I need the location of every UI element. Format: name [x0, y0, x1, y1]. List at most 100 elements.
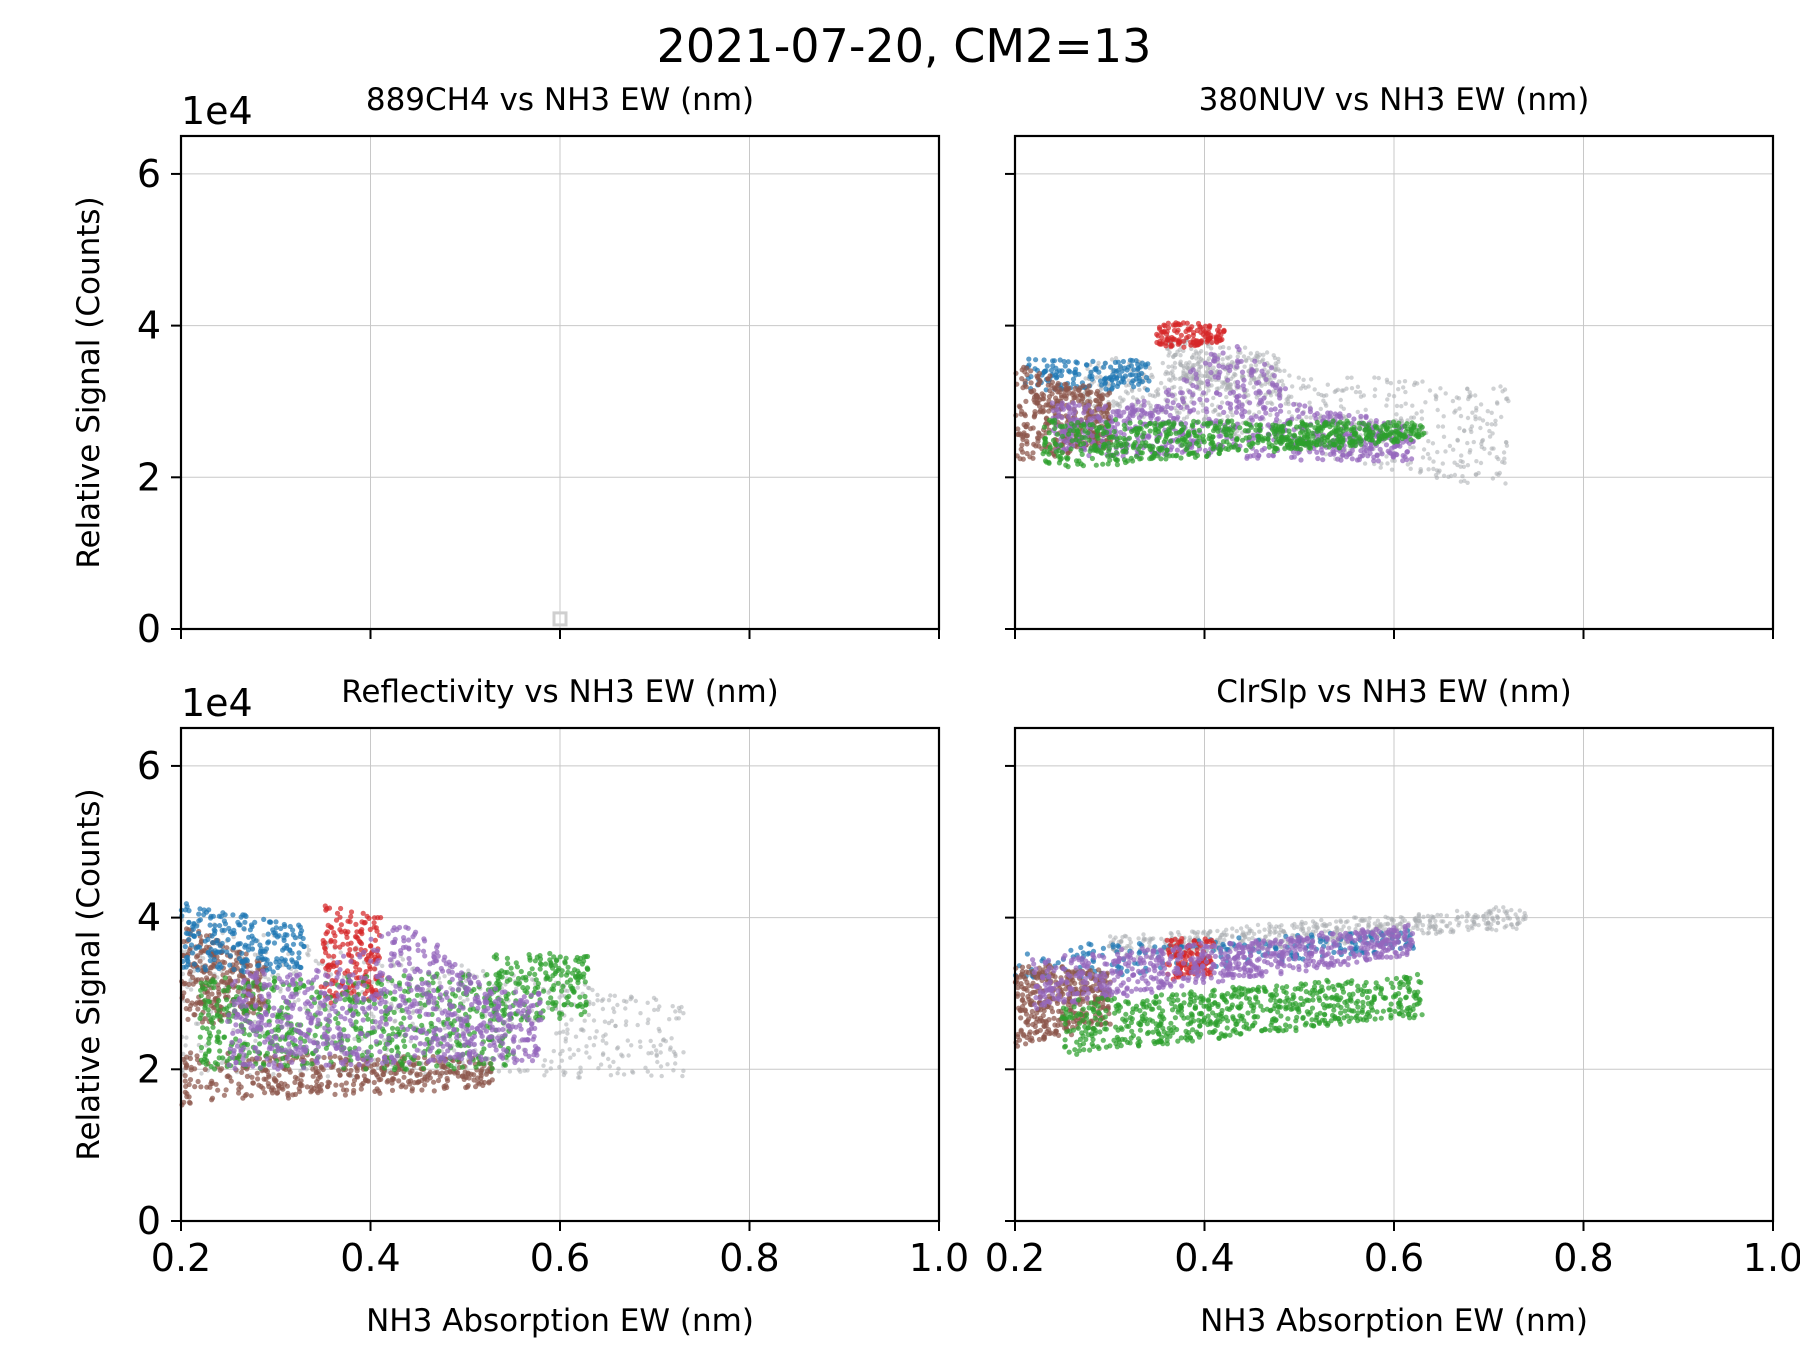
- scatter-point-gray: [1479, 439, 1485, 444]
- scatter-point-purple: [1127, 410, 1133, 416]
- scatter-point-blue: [210, 913, 216, 919]
- scatter-point-gray: [1458, 464, 1463, 469]
- scatter-point-purple: [1354, 457, 1360, 463]
- scatter-point-purple: [1194, 384, 1200, 390]
- scatter-point-blue: [297, 964, 303, 971]
- scatter-point-purple: [1164, 398, 1171, 404]
- scatter-point-green: [1082, 435, 1088, 441]
- scatter-point-gray: [1206, 344, 1211, 349]
- scatter-point-green: [1217, 419, 1224, 425]
- scatter-point-brown: [1080, 383, 1086, 389]
- scatter-point-gray: [1473, 417, 1478, 422]
- scatter-point-green: [1308, 422, 1314, 428]
- scatter-point-brown: [441, 1085, 447, 1091]
- scatter-point-blue: [1131, 384, 1137, 390]
- scatter-point-brown: [1036, 443, 1042, 449]
- scatter-point-red: [371, 920, 377, 926]
- scatter-point-red: [322, 945, 328, 951]
- scatter-point-gray: [1451, 447, 1456, 452]
- scatter-point-gray: [1225, 414, 1230, 419]
- scatter-point-gray: [1362, 461, 1368, 466]
- scatter-point-purple: [1168, 405, 1174, 411]
- scatter-point-gray: [659, 1073, 664, 1079]
- scatter-point-gray: [1478, 425, 1483, 431]
- scatter-point-gray: [645, 1069, 650, 1074]
- scatter-point-purple: [1146, 433, 1152, 439]
- scatter-point-green: [1337, 419, 1343, 425]
- scatter-point-purple: [1132, 407, 1138, 413]
- scatter-point-gray: [559, 1058, 565, 1063]
- scatter-point-gray: [516, 1067, 522, 1072]
- scatter-point-brown: [188, 1067, 194, 1073]
- scatter-point-green: [1069, 438, 1075, 444]
- scatter-point-brown: [1036, 431, 1042, 437]
- scatter-point-purple: [1228, 363, 1234, 370]
- scatter-point-purple: [1234, 394, 1240, 400]
- scatter-point-blue: [1026, 356, 1032, 362]
- scatter-point-gray: [652, 1007, 657, 1013]
- scatter-point-green: [1131, 441, 1137, 448]
- scatter-point-gray: [578, 1065, 583, 1070]
- scatter-point-brown: [185, 1016, 191, 1023]
- scatter-point-brown: [242, 1093, 248, 1099]
- scatter-point-blue: [1120, 375, 1126, 381]
- scatter-point-brown: [315, 1075, 321, 1082]
- scatter-point-gray: [655, 1059, 660, 1065]
- scatter-point-green: [1168, 438, 1174, 444]
- scatter-point-gray: [602, 1019, 608, 1024]
- scatter-point-gray: [1158, 380, 1164, 386]
- scatter-point-brown: [238, 1084, 244, 1090]
- scatter-point-purple: [1059, 404, 1066, 411]
- scatter-point-green: [1196, 442, 1202, 449]
- scatter-point-gray: [1181, 369, 1186, 374]
- scatter-point-blue: [290, 941, 297, 947]
- scatter-point-gray: [1384, 403, 1389, 408]
- scatter-point-green: [1231, 444, 1237, 450]
- scatter-point-brown: [1017, 456, 1023, 462]
- scatter-point-purple: [1271, 373, 1277, 379]
- scatter-point-gray: [591, 1001, 596, 1007]
- scatter-point-gray: [1168, 371, 1173, 376]
- scatter-point-green: [1234, 435, 1240, 442]
- scatter-point-gray: [576, 1047, 581, 1053]
- scatter-point-blue: [237, 922, 243, 928]
- scatter-point-gray: [1431, 466, 1436, 472]
- scatter-point-brown: [1054, 383, 1060, 389]
- scatter-point-gray: [1435, 407, 1440, 413]
- scatter-point-brown: [1031, 397, 1037, 403]
- scatter-point-gray: [1461, 464, 1467, 469]
- scatter-point-purple: [1274, 411, 1280, 418]
- scatter-point-gray: [1208, 375, 1213, 380]
- scatter-point-green: [1242, 428, 1248, 434]
- scatter-point-purple: [1343, 454, 1350, 460]
- scatter-point-blue: [1053, 375, 1059, 381]
- scatter-point-brown: [1023, 423, 1029, 430]
- scatter-point-green: [1111, 429, 1117, 435]
- scatter-point-gray: [266, 977, 271, 982]
- scatter-point-green: [1117, 435, 1123, 441]
- scatter-point-brown: [417, 1071, 423, 1077]
- scatter-point-gray: [1118, 395, 1123, 400]
- scatter-point-gray: [653, 997, 659, 1002]
- scatter-point-red: [1215, 331, 1221, 337]
- scatter-point-gray: [587, 1035, 592, 1041]
- scatter-point-blue: [1062, 363, 1068, 369]
- scatter-point-gray: [1460, 474, 1465, 479]
- scatter-point-gray: [1338, 397, 1344, 403]
- scatter-point-blue: [287, 923, 293, 930]
- scatter-point-green: [1077, 442, 1084, 448]
- scatter-point-brown: [332, 1091, 338, 1097]
- scatter-point-purple: [1282, 386, 1288, 392]
- scatter-point-brown: [279, 1085, 285, 1091]
- scatter-point-gray: [1221, 344, 1226, 350]
- scatter-point-purple: [1082, 404, 1088, 410]
- scatter-point-blue: [1076, 371, 1082, 377]
- scatter-point-purple: [1059, 415, 1065, 421]
- scatter-point-gray: [575, 985, 580, 990]
- scatter-point-gray: [551, 1048, 556, 1054]
- scatter-point-gray: [1204, 351, 1209, 356]
- scatter-point-purple: [1300, 410, 1306, 416]
- scatter-point-gray: [1335, 387, 1341, 392]
- scatter-point-green: [1071, 428, 1077, 434]
- scatter-point-green: [1091, 443, 1098, 449]
